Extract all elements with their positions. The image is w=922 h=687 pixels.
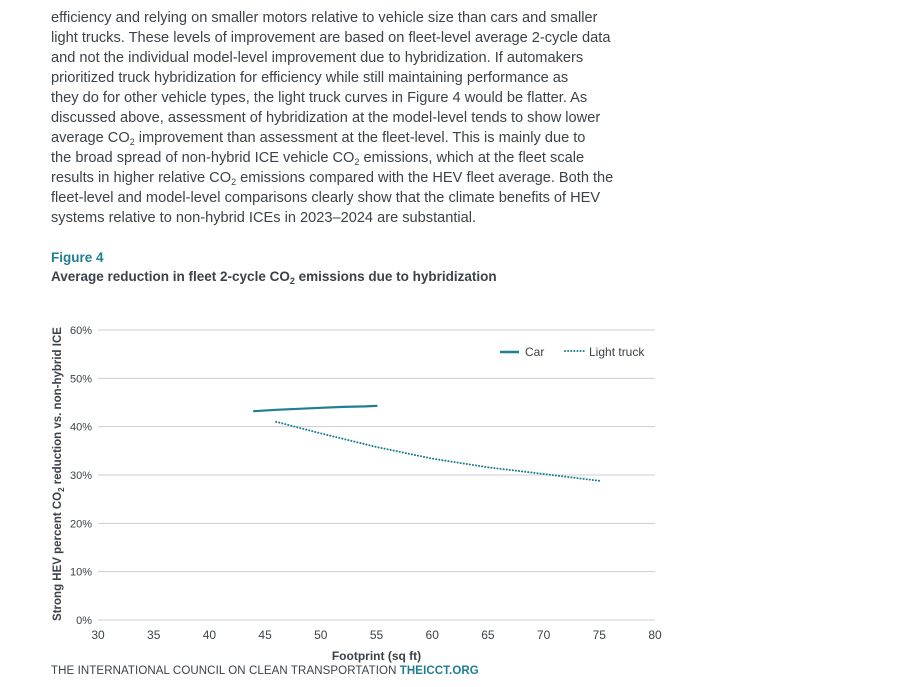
footer-url-link[interactable]: THEICCT.ORG bbox=[399, 665, 479, 677]
body-text-line: they do for other vehicle types, the lig… bbox=[51, 90, 588, 106]
body-text-line: average CO2 improvement than assessment … bbox=[51, 128, 663, 148]
body-text-segment: average CO bbox=[51, 130, 130, 146]
y-tick-label: 20% bbox=[70, 518, 92, 530]
y-axis-label-part: Strong HEV percent CO bbox=[52, 492, 64, 621]
x-tick-label: 50 bbox=[314, 628, 328, 642]
legend-label-light-truck: Light truck bbox=[589, 345, 645, 359]
body-text-line: fleet-level and model-level comparisons … bbox=[51, 190, 601, 206]
y-tick-label: 40% bbox=[70, 422, 92, 434]
body-text-line: the broad spread of non-hybrid ICE vehic… bbox=[51, 148, 663, 168]
body-text-segment: emissions compared with the HEV fleet av… bbox=[236, 170, 614, 186]
x-tick-label: 60 bbox=[426, 628, 440, 642]
x-tick-label: 70 bbox=[537, 628, 551, 642]
body-text-line: light trucks. These levels of improvemen… bbox=[51, 30, 611, 46]
figure-title-main: Average reduction in fleet 2-cycle CO bbox=[51, 269, 290, 284]
body-text-subscript: 2 bbox=[231, 177, 237, 187]
y-tick-label: 60% bbox=[70, 325, 92, 337]
y-tick-label: 0% bbox=[76, 615, 92, 627]
figure-label: Figure 4 bbox=[51, 250, 104, 265]
figure-title-rest: emissions due to hybridization bbox=[294, 269, 497, 284]
y-axis-label-part: 2 bbox=[57, 487, 66, 492]
footer: THE INTERNATIONAL COUNCIL ON CLEAN TRANS… bbox=[51, 665, 479, 677]
y-tick-label: 50% bbox=[70, 373, 92, 385]
series-line-car bbox=[252, 404, 378, 413]
x-tick-label: 30 bbox=[91, 628, 105, 642]
body-text-segment: improvement than assessment at the fleet… bbox=[134, 130, 586, 146]
body-text-subscript: 2 bbox=[129, 137, 135, 147]
y-tick-label: 30% bbox=[70, 470, 92, 482]
legend-label-car: Car bbox=[525, 345, 544, 359]
body-text-segment: emissions, which at the fleet scale bbox=[359, 150, 585, 166]
x-tick-label: 80 bbox=[648, 628, 662, 642]
body-text-line: discussed above, assessment of hybridiza… bbox=[51, 110, 601, 126]
x-tick-label: 45 bbox=[258, 628, 272, 642]
body-text-line: and not the individual model-level impro… bbox=[51, 50, 584, 66]
y-axis-label: Strong HEV percent CO2 reduction vs. non… bbox=[52, 327, 66, 621]
body-text-line: systems relative to non-hybrid ICEs in 2… bbox=[51, 210, 477, 226]
x-tick-label: 75 bbox=[593, 628, 607, 642]
body-text-line: results in higher relative CO2 emissions… bbox=[51, 168, 663, 188]
footer-org: THE INTERNATIONAL COUNCIL ON CLEAN TRANS… bbox=[51, 665, 400, 677]
x-tick-label: 40 bbox=[203, 628, 217, 642]
figure-title: Average reduction in fleet 2-cycle CO2 e… bbox=[51, 269, 497, 286]
x-tick-label: 35 bbox=[147, 628, 161, 642]
body-text: efficiency and relying on smaller motors… bbox=[51, 8, 663, 228]
body-text-subscript: 2 bbox=[354, 157, 360, 167]
body-text-line: prioritized truck hybridization for effi… bbox=[51, 70, 569, 86]
x-tick-label: 55 bbox=[370, 628, 384, 642]
body-text-segment: the broad spread of non-hybrid ICE vehic… bbox=[51, 150, 355, 166]
figure-title-sub: 2 bbox=[289, 276, 295, 286]
y-tick-label: 10% bbox=[70, 567, 92, 579]
body-text-line: efficiency and relying on smaller motors… bbox=[51, 10, 598, 26]
body-text-segment: results in higher relative CO bbox=[51, 170, 232, 186]
series-line-light-truck bbox=[275, 420, 601, 482]
x-tick-label: 65 bbox=[481, 628, 495, 642]
y-axis-label-part: reduction vs. non-hybrid ICE bbox=[52, 327, 64, 488]
x-axis-label: Footprint (sq ft) bbox=[332, 649, 421, 663]
